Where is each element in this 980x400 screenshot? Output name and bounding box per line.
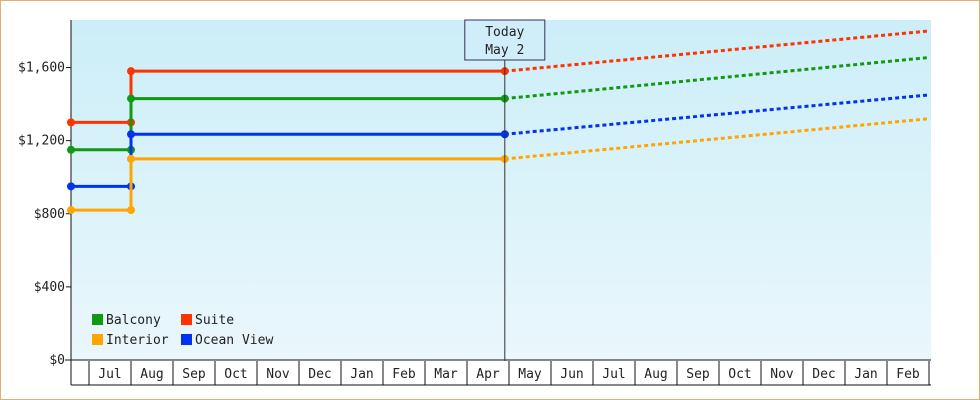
- x-tick-label: Aug: [644, 367, 667, 382]
- x-tick-label: Aug: [140, 367, 163, 382]
- x-tick-label: Nov: [266, 367, 290, 382]
- series-point: [127, 94, 135, 103]
- legend-swatch: [181, 334, 192, 345]
- series-point: [127, 67, 135, 76]
- legend-label: Interior: [106, 333, 169, 348]
- series-projection-line: [504, 29, 930, 73]
- series-history-line: [71, 97, 505, 152]
- x-tick-label: Sep: [182, 367, 206, 382]
- series-point: [67, 182, 75, 191]
- legend-swatch: [181, 314, 192, 325]
- legend-label: Ocean View: [195, 333, 273, 348]
- today-label: Today: [485, 25, 524, 40]
- x-tick-label: Dec: [812, 367, 835, 382]
- series-point: [67, 118, 75, 127]
- series-point: [127, 154, 135, 163]
- series-point: [127, 206, 135, 215]
- series-history-line: [71, 157, 505, 212]
- x-tick-label: Mar: [434, 367, 458, 382]
- y-tick-label: $400: [34, 280, 65, 295]
- y-tick-label: $0: [49, 353, 65, 368]
- x-tick-label: Apr: [476, 367, 500, 382]
- x-tick-label: Feb: [392, 367, 416, 382]
- x-tick-label: Feb: [896, 367, 920, 382]
- x-tick-label: Nov: [770, 367, 794, 382]
- x-tick-label: Jun: [560, 367, 583, 382]
- legend-label: Balcony: [106, 313, 161, 328]
- x-tick-label: May: [518, 367, 542, 382]
- x-tick-label: Dec: [308, 367, 331, 382]
- today-box: [464, 19, 546, 61]
- series-projection-line: [504, 117, 930, 161]
- y-tick-label: $1,200: [18, 134, 65, 149]
- series-point: [67, 145, 75, 154]
- plot-background: [71, 20, 931, 360]
- today-date: May 2: [485, 43, 524, 58]
- y-tick-label: $1,600: [18, 61, 65, 76]
- x-tick-label: Sep: [686, 367, 710, 382]
- series-projection-line: [504, 55, 930, 101]
- x-tick-label: Jul: [602, 367, 625, 382]
- series-point: [127, 130, 135, 139]
- x-tick-label: Jan: [350, 367, 373, 382]
- x-tick-label: Oct: [224, 367, 247, 382]
- x-tick-label: Jul: [98, 367, 121, 382]
- series-projection-line: [504, 93, 930, 136]
- legend-swatch: [92, 334, 103, 345]
- y-tick-label: $800: [34, 207, 65, 222]
- series-point: [67, 206, 75, 215]
- legend-label: Suite: [195, 313, 234, 328]
- x-tick-label: Oct: [728, 367, 751, 382]
- legend-swatch: [92, 314, 103, 325]
- x-tick-label: Jan: [854, 367, 877, 382]
